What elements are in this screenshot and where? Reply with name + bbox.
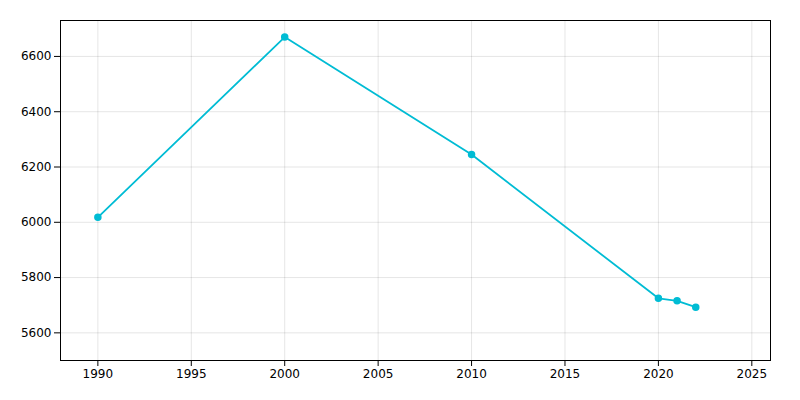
svg-text:2000: 2000 <box>269 367 300 381</box>
svg-text:2015: 2015 <box>550 367 581 381</box>
svg-text:5800: 5800 <box>21 270 52 284</box>
svg-text:5600: 5600 <box>21 326 52 340</box>
svg-text:2020: 2020 <box>643 367 674 381</box>
svg-text:1995: 1995 <box>176 367 207 381</box>
svg-text:6600: 6600 <box>21 49 52 63</box>
svg-text:6000: 6000 <box>21 215 52 229</box>
svg-text:1990: 1990 <box>83 367 114 381</box>
svg-text:2010: 2010 <box>456 367 487 381</box>
svg-text:2025: 2025 <box>737 367 768 381</box>
svg-text:6200: 6200 <box>21 160 52 174</box>
svg-text:2005: 2005 <box>363 367 394 381</box>
svg-text:6400: 6400 <box>21 105 52 119</box>
